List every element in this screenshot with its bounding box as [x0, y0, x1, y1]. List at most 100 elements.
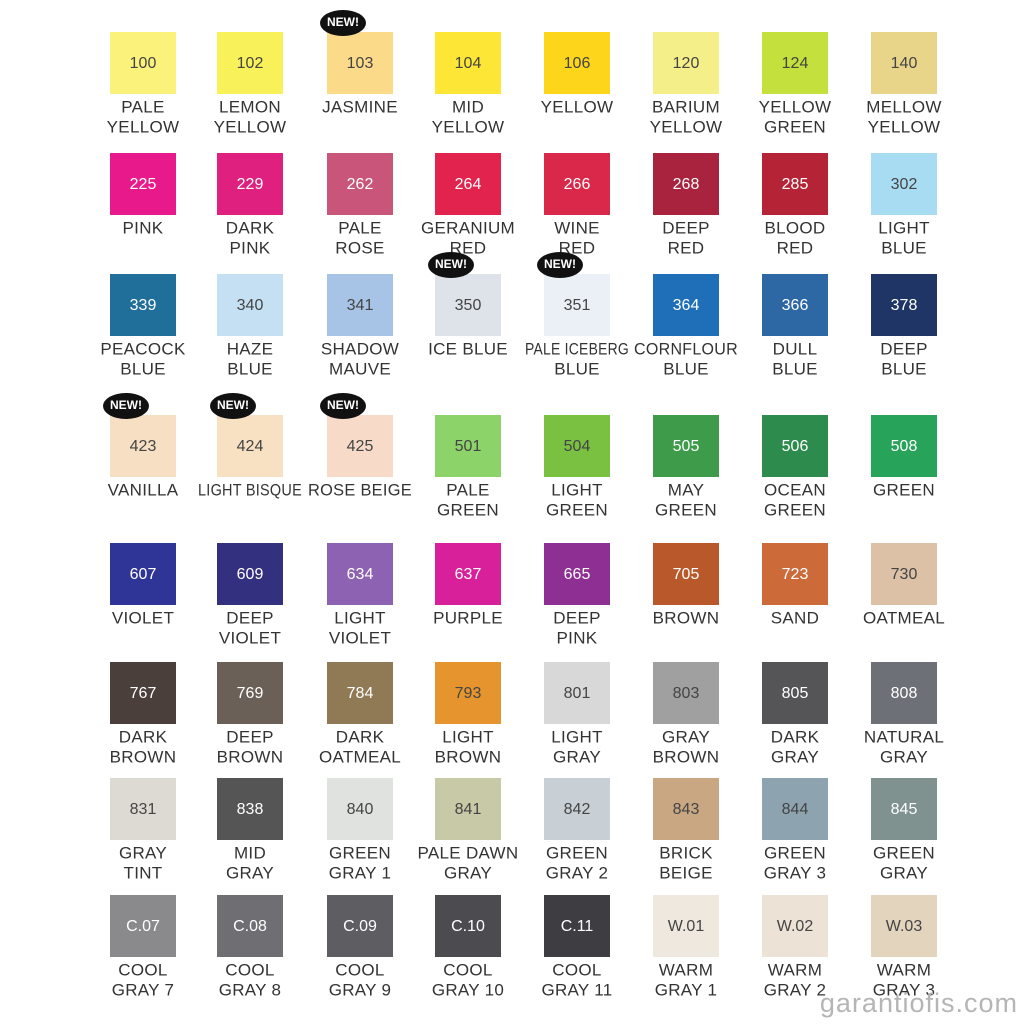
swatch-code: 803 — [673, 685, 700, 702]
swatch-code: 102 — [237, 55, 264, 72]
swatch-color — [110, 543, 176, 605]
swatch-name: TINT — [124, 863, 163, 882]
swatch-name: VIOLET — [329, 628, 391, 647]
swatch-name: LIGHT — [551, 480, 603, 499]
swatch-code: 506 — [782, 438, 809, 455]
swatch-color — [217, 543, 283, 605]
swatch-name: YELLOW — [214, 117, 287, 136]
swatch-color — [435, 32, 501, 94]
swatch-name: GRAY 10 — [432, 980, 504, 999]
swatch-name: GREEN — [764, 500, 826, 519]
new-badge — [210, 393, 256, 419]
swatch-color — [871, 32, 937, 94]
swatch-code: 840 — [347, 801, 374, 818]
swatch-code: C.10 — [451, 918, 485, 935]
swatch-name: GRAY 3 — [764, 863, 827, 882]
swatch-code: C.11 — [561, 918, 594, 935]
swatch-name: BLUE — [120, 359, 166, 378]
swatch-code: 634 — [347, 566, 374, 583]
new-badge — [428, 252, 474, 278]
swatch-name: RED — [668, 238, 705, 257]
swatch-color — [544, 662, 610, 724]
new-badge-text: NEW! — [327, 15, 359, 29]
swatch-code: 805 — [782, 685, 809, 702]
new-badge-text: NEW! — [110, 398, 142, 412]
swatch-code: 504 — [564, 438, 591, 455]
swatch-color — [871, 415, 937, 477]
swatch-name: COOL — [225, 960, 274, 979]
swatch-name: DEEP — [880, 339, 928, 358]
swatch-name: YELLOW — [650, 117, 723, 136]
swatch-name: LIGHT — [551, 727, 603, 746]
swatch-name: GRAY 1 — [655, 980, 718, 999]
swatch-name: MAUVE — [329, 359, 391, 378]
swatch-color — [653, 778, 719, 840]
swatch-name: PINK — [230, 238, 271, 257]
swatch-color — [110, 153, 176, 215]
swatch-name: PINK — [557, 628, 598, 647]
swatch-code: 845 — [891, 801, 918, 818]
swatch-code: 767 — [130, 685, 157, 702]
swatch-code: 339 — [130, 297, 157, 314]
swatch-name: DARK — [336, 727, 385, 746]
swatch-name: MID — [234, 843, 266, 862]
swatch-color — [435, 274, 501, 336]
swatch-color — [653, 662, 719, 724]
swatch-name: BROWN — [435, 747, 502, 766]
swatch-color — [544, 32, 610, 94]
swatch-name: DEEP — [662, 218, 710, 237]
swatch-code: 842 — [564, 801, 591, 818]
swatch-color — [871, 543, 937, 605]
swatch-color — [762, 274, 828, 336]
swatch-code: 378 — [891, 297, 918, 314]
swatch-code: W.01 — [668, 918, 705, 935]
swatch-name: COOL — [335, 960, 384, 979]
new-badge — [537, 252, 583, 278]
swatch-color — [435, 543, 501, 605]
swatch-color — [762, 153, 828, 215]
swatch-name: PALE ICEBERG — [525, 339, 629, 358]
swatch-name: GRAY 9 — [329, 980, 392, 999]
swatch-code: 106 — [564, 55, 591, 72]
swatch-code: 124 — [782, 55, 809, 72]
swatch-code: C.09 — [343, 918, 377, 935]
swatch-name: YELLOW — [107, 117, 180, 136]
swatch: 508 GREEN — [871, 415, 937, 499]
swatch-name: YELLOW — [541, 97, 614, 116]
swatch-code: C.07 — [126, 918, 160, 935]
swatch-color — [544, 543, 610, 605]
swatch-name: DEEP — [226, 608, 274, 627]
swatch-color — [762, 543, 828, 605]
swatch-name: PALE DAWN — [418, 843, 519, 862]
swatch-code: 340 — [237, 297, 264, 314]
swatch-color — [762, 895, 828, 957]
swatch-code: 425 — [347, 438, 374, 455]
swatch-color — [653, 274, 719, 336]
swatch-name: BROWN — [110, 747, 177, 766]
swatch-name: WARM — [768, 960, 822, 979]
swatch-code: 844 — [782, 801, 809, 818]
swatch-name: PALE — [446, 480, 489, 499]
swatch-name: MELLOW — [866, 97, 941, 116]
swatch-code: 793 — [455, 685, 482, 702]
swatch-code: 843 — [673, 801, 700, 818]
swatch-color — [110, 32, 176, 94]
swatch-color — [110, 415, 176, 477]
swatch-name: GRAY 2 — [546, 863, 609, 882]
swatch-name: GREEN — [764, 843, 826, 862]
